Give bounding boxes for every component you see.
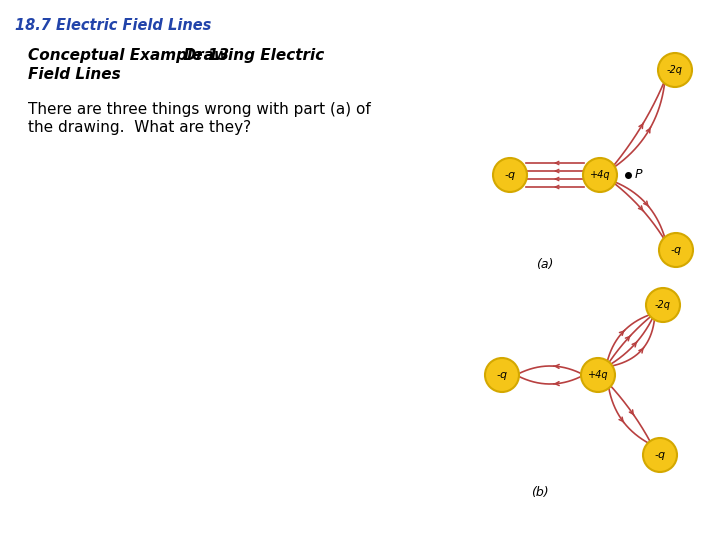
Text: Drawing Electric: Drawing Electric bbox=[173, 48, 324, 63]
Text: -q: -q bbox=[670, 245, 682, 255]
Text: (b): (b) bbox=[531, 486, 549, 499]
Text: +4q: +4q bbox=[588, 370, 608, 380]
Text: -q: -q bbox=[496, 370, 508, 380]
Circle shape bbox=[659, 233, 693, 267]
Text: Field Lines: Field Lines bbox=[28, 67, 121, 82]
Text: There are three things wrong with part (a) of: There are three things wrong with part (… bbox=[28, 102, 371, 117]
Circle shape bbox=[485, 358, 519, 392]
Text: -2q: -2q bbox=[667, 65, 683, 75]
Text: -q: -q bbox=[505, 170, 516, 180]
Circle shape bbox=[658, 53, 692, 87]
Text: -2q: -2q bbox=[655, 300, 671, 310]
Text: -q: -q bbox=[654, 450, 665, 460]
Text: Conceptual Example 13: Conceptual Example 13 bbox=[28, 48, 229, 63]
Text: +4q: +4q bbox=[590, 170, 611, 180]
Text: (a): (a) bbox=[536, 258, 554, 271]
Circle shape bbox=[643, 438, 677, 472]
Circle shape bbox=[493, 158, 527, 192]
Text: P: P bbox=[635, 168, 642, 181]
Text: the drawing.  What are they?: the drawing. What are they? bbox=[28, 120, 251, 135]
Circle shape bbox=[646, 288, 680, 322]
Circle shape bbox=[583, 158, 617, 192]
Circle shape bbox=[581, 358, 615, 392]
Text: 18.7 Electric Field Lines: 18.7 Electric Field Lines bbox=[15, 18, 212, 33]
